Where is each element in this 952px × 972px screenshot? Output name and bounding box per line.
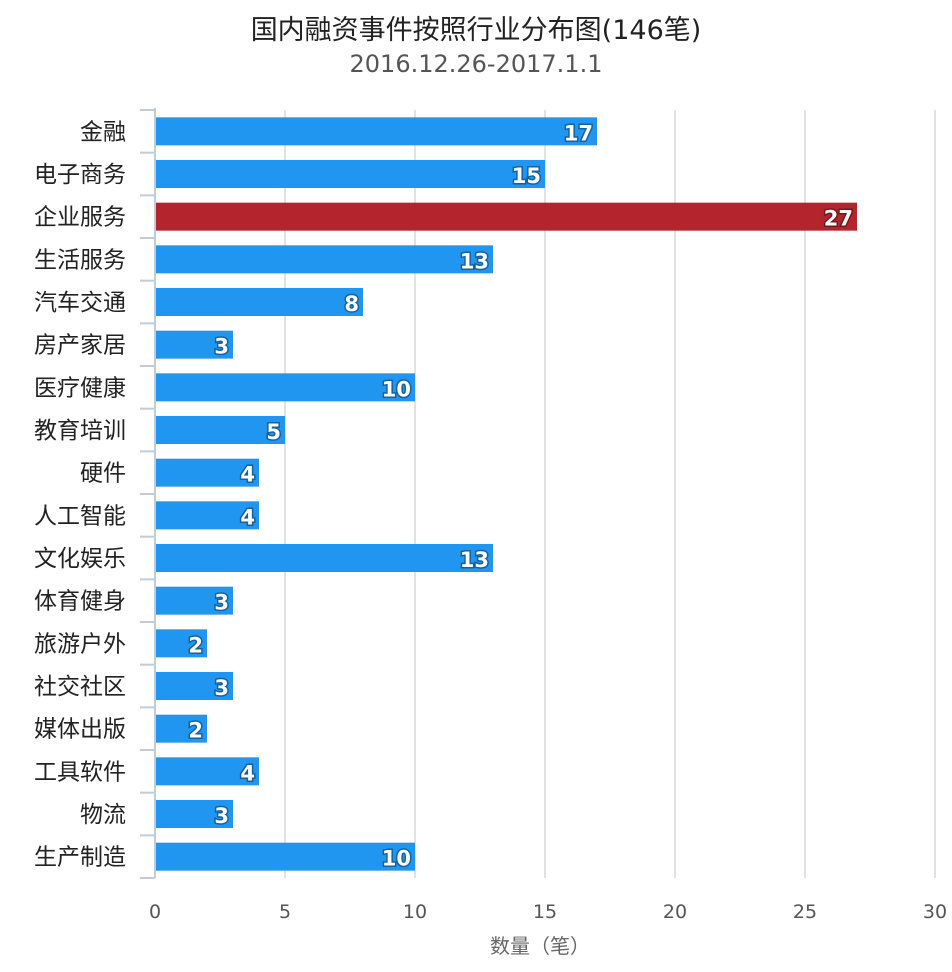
bar [156, 458, 259, 487]
data-label: 4 [240, 505, 255, 529]
data-label: 2 [188, 719, 203, 743]
category-label: 旅游户外 [34, 631, 126, 657]
bar [156, 416, 285, 444]
bar [156, 757, 259, 786]
category-label: 硬件 [80, 461, 126, 487]
category-label: 汽车交通 [34, 290, 126, 316]
data-label: 3 [214, 804, 229, 828]
bar [156, 672, 233, 700]
data-label: 13 [460, 249, 489, 273]
bar [156, 842, 415, 871]
category-label: 房产家居 [34, 333, 126, 359]
data-label: 15 [512, 164, 541, 188]
x-axis-title: 数量（笔） [490, 934, 590, 958]
category-label: 体育健身 [34, 589, 126, 615]
data-label: 2 [188, 633, 203, 657]
category-label: 生活服务 [34, 247, 126, 273]
category-label: 人工智能 [34, 503, 126, 529]
chart-title: 国内融资事件按照行业分布图(146笔) [250, 15, 702, 46]
category-label: 生产制造 [34, 845, 126, 871]
data-label: 3 [214, 335, 229, 359]
category-label: 工具软件 [34, 759, 126, 785]
data-label: 4 [240, 463, 255, 487]
bar [156, 202, 857, 231]
category-label: 医疗健康 [34, 375, 126, 401]
category-label: 金融 [80, 119, 126, 145]
bar [156, 245, 493, 274]
data-label: 17 [564, 121, 593, 145]
x-tick-label: 25 [793, 901, 817, 923]
data-label: 10 [382, 377, 411, 401]
bar [156, 501, 259, 530]
category-label: 企业服务 [34, 205, 126, 231]
bar [156, 544, 493, 572]
data-label: 3 [214, 591, 229, 615]
category-label: 电子商务 [34, 162, 126, 188]
data-label: 13 [460, 548, 489, 572]
bar [156, 586, 233, 615]
bar [156, 288, 363, 316]
data-label: 3 [214, 676, 229, 700]
x-tick-label: 10 [403, 901, 427, 923]
category-label: 文化娱乐 [34, 546, 126, 572]
category-label: 媒体出版 [34, 717, 126, 743]
data-label: 5 [266, 420, 281, 444]
category-label: 物流 [80, 802, 126, 828]
chart-subtitle: 2016.12.26-2017.1.1 [349, 50, 603, 78]
x-tick-label: 20 [663, 901, 687, 923]
category-label: 社交社区 [34, 674, 126, 700]
bar [156, 160, 545, 188]
bar [156, 629, 207, 658]
data-label: 8 [344, 292, 359, 316]
bar [156, 800, 233, 828]
bar [156, 373, 415, 402]
x-tick-label: 30 [923, 901, 947, 923]
x-tick-label: 15 [533, 901, 557, 923]
bar [156, 117, 597, 146]
category-label: 教育培训 [34, 418, 126, 444]
data-label: 10 [382, 847, 411, 871]
bar [156, 714, 207, 743]
bar [156, 330, 233, 359]
data-label: 4 [240, 761, 255, 785]
data-label: 27 [824, 207, 853, 231]
x-tick-label: 5 [279, 901, 291, 923]
x-tick-label: 0 [149, 901, 161, 923]
